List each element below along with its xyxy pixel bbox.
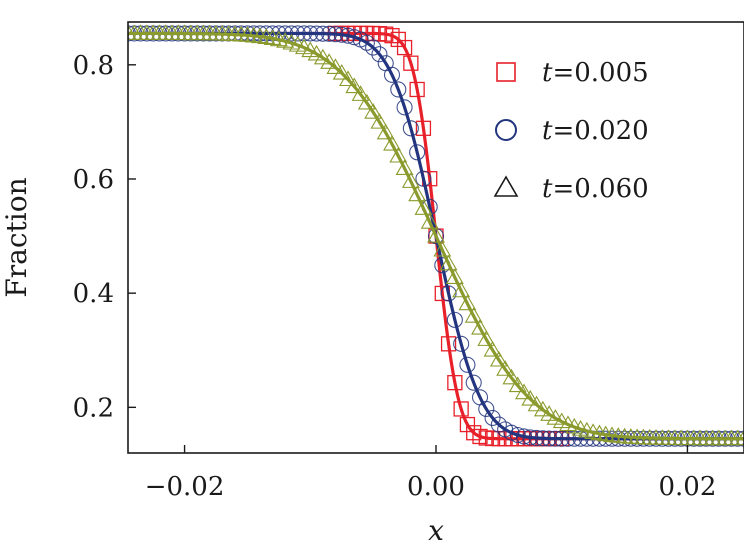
data-point (414, 199, 433, 215)
data-point (490, 416, 507, 433)
data-point (390, 81, 407, 98)
x-axis-label: x (428, 514, 444, 547)
data-point (365, 39, 382, 56)
data-point (484, 409, 501, 426)
data-point (339, 70, 357, 87)
data-point (401, 172, 420, 188)
data-point (420, 213, 439, 229)
data-point (496, 360, 515, 376)
data-point (376, 123, 395, 140)
legend-label: t=0.020 (542, 116, 649, 146)
data-point (465, 374, 482, 391)
data-point (396, 99, 413, 116)
data-point (383, 66, 401, 83)
data-point (358, 34, 375, 51)
data-point (478, 400, 495, 418)
data-point (453, 335, 470, 352)
data-point (371, 46, 388, 63)
data-point (509, 426, 526, 444)
data-point (403, 55, 419, 71)
legend-marker (493, 175, 519, 197)
data-point (433, 240, 452, 257)
data-point (471, 318, 489, 335)
data-point (453, 401, 469, 417)
data-point (489, 350, 508, 367)
data-point (508, 376, 527, 393)
y-tick-label: 0.6 (73, 165, 114, 195)
data-point (389, 146, 408, 163)
legend-entry: t=0.005 (496, 58, 649, 88)
data-point (459, 416, 476, 433)
data-point (326, 58, 345, 74)
x-tick-label: −0.02 (145, 472, 225, 502)
data-point (483, 340, 502, 357)
data-point (357, 93, 376, 110)
data-point (408, 185, 427, 202)
data-point (445, 268, 464, 284)
legend: t=0.005 t=0.020 t=0.060 (493, 58, 649, 204)
data-point (415, 170, 432, 187)
series-triangle (128, 24, 744, 446)
data-point (383, 134, 401, 151)
data-point (440, 285, 457, 302)
x-tick-label: 0.02 (658, 472, 716, 502)
data-point (402, 120, 419, 137)
data-point (396, 39, 413, 56)
legend-marker (496, 62, 516, 82)
data-point (370, 113, 389, 129)
data-point (466, 425, 482, 441)
x-tick-label: 0.00 (407, 472, 465, 502)
legend-entry: t=0.020 (495, 116, 649, 146)
data-point (533, 400, 552, 417)
legend-marker (495, 119, 517, 141)
data-point (459, 356, 476, 373)
data-point (439, 254, 458, 271)
data-point (409, 144, 426, 161)
data-point (503, 424, 520, 441)
y-tick-label: 0.2 (73, 393, 114, 423)
plot-area (128, 24, 744, 447)
data-point (446, 311, 463, 328)
data-point (521, 389, 540, 406)
data-point (395, 159, 414, 176)
series-circle (128, 25, 744, 447)
legend-label: t=0.005 (542, 58, 649, 88)
data-point (351, 85, 370, 101)
data-point (527, 395, 546, 412)
y-tick-label: 0.4 (73, 279, 114, 309)
data-point (332, 63, 351, 80)
legend-label: t=0.060 (542, 174, 649, 204)
data-point (345, 77, 364, 94)
fit-line (128, 31, 744, 441)
data-point (515, 383, 533, 400)
data-point (427, 226, 445, 243)
data-point (390, 31, 406, 48)
data-point (477, 330, 496, 346)
y-axis-label: Fraction (0, 177, 33, 297)
data-point (364, 103, 383, 119)
data-point (458, 294, 477, 311)
y-tick-label: 0.8 (73, 51, 114, 81)
data-point (464, 307, 483, 323)
data-point (452, 281, 471, 298)
data-point (502, 368, 521, 385)
axes: −0.02 0.00 0.02 0.2 0.4 0.6 0.8 (73, 51, 717, 502)
legend-entry: t=0.060 (493, 174, 649, 204)
